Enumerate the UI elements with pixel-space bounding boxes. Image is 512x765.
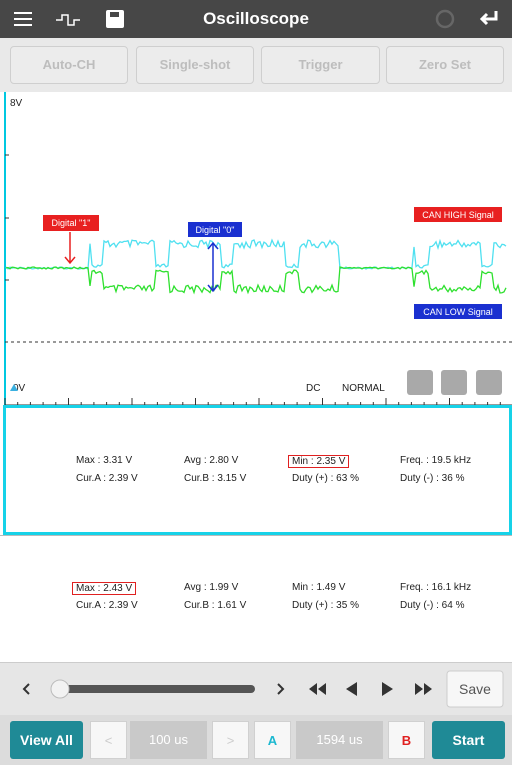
slider-track (52, 685, 255, 693)
measurement: Cur.B : 1.61 V (184, 600, 247, 611)
scale-button[interactable] (441, 370, 467, 395)
save-label: Save (459, 681, 491, 697)
prev-button[interactable] (22, 683, 30, 695)
cursor-delta: 1594 us (296, 721, 383, 759)
zero-set-button[interactable]: Zero Set (386, 46, 504, 84)
time-next-button[interactable]: > (212, 721, 249, 759)
cursor-button[interactable] (407, 370, 433, 395)
digital-one-label: Digital "1" (52, 218, 91, 228)
control-icons: Save (22, 670, 504, 708)
can-low-wave (5, 266, 507, 295)
auto-ch-button[interactable]: Auto-CH (10, 46, 128, 84)
scope: 8V 0V Digital "1" Digital "0" CAN HIGH S… (0, 92, 512, 408)
top-voltage-label: 8V (10, 98, 23, 109)
digital-one-badge (43, 215, 99, 231)
mode-label: NORMAL (342, 383, 385, 394)
measurement: Duty (-) : 36 % (400, 473, 465, 484)
measurement: Max : 3.31 V (76, 455, 133, 466)
measurement: Min : 2.35 V (288, 455, 350, 468)
next-button[interactable] (277, 683, 285, 695)
measurement: Freq. : 16.1 kHz (400, 582, 472, 593)
measurement: Duty (-) : 64 % (400, 600, 465, 611)
digital-one-arrow (64, 232, 76, 265)
zero-marker (10, 384, 18, 391)
channel-a-panel (3, 405, 512, 535)
channel-b-panel (0, 535, 512, 662)
digital-zero-arrow (207, 241, 219, 293)
cursor-a-button[interactable]: A (254, 721, 291, 759)
top-icons (14, 9, 498, 29)
left-ticks (5, 154, 9, 281)
fullscreen-button[interactable] (476, 370, 502, 395)
cursor-b-button[interactable]: B (388, 721, 425, 759)
slider-thumb[interactable] (50, 679, 70, 699)
control-bar: Save (0, 662, 512, 715)
measurement: Duty (+) : 63 % (292, 473, 359, 484)
measurement: Cur.B : 3.15 V (184, 473, 247, 484)
title: Oscilloscope (203, 9, 309, 28)
digital-zero-badge (188, 222, 242, 237)
measurement: Avg : 2.80 V (184, 455, 239, 466)
measurement: Duty (+) : 35 % (292, 600, 359, 611)
single-shot-button[interactable]: Single-shot (136, 46, 254, 84)
measurement: Min : 1.49 V (292, 582, 346, 593)
coupling-label: DC (306, 383, 320, 394)
refresh-icon[interactable] (435, 9, 455, 29)
settings-icon[interactable] (14, 12, 32, 26)
back-icon[interactable] (479, 11, 498, 26)
start-button[interactable]: Start (432, 721, 505, 759)
measurement: Max : 2.43 V (72, 582, 137, 595)
fast-back-button[interactable] (309, 683, 326, 695)
can-high-wave (5, 238, 507, 270)
top-bar: Oscilloscope (0, 0, 512, 38)
time-prev-button[interactable]: < (90, 721, 127, 759)
time-base: 100 us (130, 721, 207, 759)
back-button[interactable] (346, 682, 357, 696)
trigger-button[interactable]: Trigger (261, 46, 380, 84)
bottom-voltage-label: 0V (13, 383, 26, 394)
can-high-label: CAN HIGH Signal (422, 210, 494, 220)
measurement: Cur.A : 2.39 V (76, 473, 138, 484)
can-low-label: CAN LOW Signal (423, 307, 493, 317)
measurement: Avg : 1.99 V (184, 582, 239, 593)
view-all-button[interactable]: View All (10, 721, 83, 759)
measurement: Cur.A : 2.39 V (76, 600, 138, 611)
can-high-badge (414, 207, 502, 222)
scope-bg (0, 92, 512, 408)
can-low-badge (414, 304, 502, 319)
fast-forward-button[interactable] (415, 683, 432, 695)
time-ticks (4, 398, 501, 405)
channel-icon[interactable] (56, 14, 80, 26)
digital-zero-label: Digital "0" (196, 225, 235, 235)
measurement: Freq. : 19.5 kHz (400, 455, 472, 466)
save-button[interactable] (446, 670, 504, 708)
forward-button[interactable] (382, 682, 393, 696)
save-icon[interactable] (106, 10, 124, 28)
